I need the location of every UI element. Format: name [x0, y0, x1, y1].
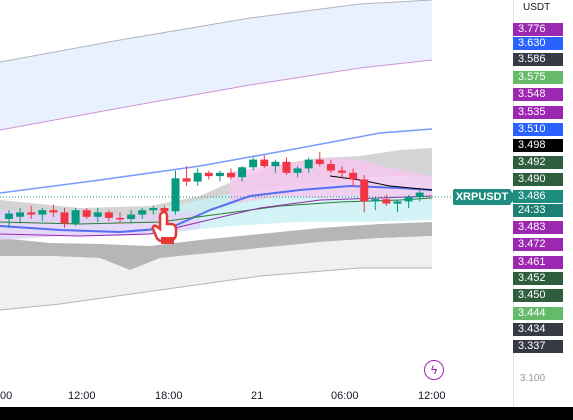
candle-body: [293, 168, 302, 173]
blue-upper-line: [0, 128, 433, 194]
candle-body: [271, 161, 280, 167]
price-tag-3-486: 3.486: [513, 190, 563, 203]
lightning-icon[interactable]: ϟ: [424, 360, 444, 380]
price-tag-3-510: 3.510: [513, 123, 563, 136]
candle-body: [238, 167, 247, 178]
price-tag-3-490: 3.490: [513, 173, 563, 186]
lower-band-light: [0, 236, 432, 310]
outer-lower-line: [0, 267, 432, 311]
candle-body: [27, 212, 36, 215]
candle-body: [16, 212, 25, 217]
candle-body: [415, 192, 424, 197]
candle-body: [193, 172, 202, 182]
candle-body: [393, 201, 402, 204]
candle-body: [326, 164, 335, 171]
hand-cursor-icon: [151, 210, 178, 244]
candle-body: [38, 210, 47, 215]
price-tag-3-498: 3.498: [513, 139, 563, 152]
candle-body: [160, 208, 169, 212]
chart-canvas[interactable]: [0, 0, 513, 407]
currency-label: USDT: [523, 2, 551, 13]
bar-countdown: 24:33: [513, 204, 563, 217]
candle-body: [127, 214, 136, 219]
candle-body: [338, 170, 346, 173]
time-label-5: 12:00: [418, 390, 446, 402]
candle-body: [349, 172, 358, 180]
lavender-zone: [0, 210, 200, 240]
price-tag-3-452: 3.452: [513, 272, 563, 285]
candle-body: [260, 159, 269, 167]
time-label-2: 18:00: [155, 390, 183, 402]
candle-body: [182, 178, 191, 182]
candles-layer: [5, 151, 424, 228]
price-tag-3-776: 3.776: [513, 23, 563, 36]
purple-upper-line: [0, 59, 433, 131]
price-axis[interactable]: [513, 0, 573, 407]
chart-plot-area[interactable]: XRPUSDT 00 12:00 18:00 21 06:00 12:00 ϟ: [0, 0, 517, 407]
candle-body: [304, 159, 313, 169]
candle-body: [227, 172, 235, 178]
outer-upper-line: [0, 0, 433, 63]
candle-body: [82, 210, 91, 217]
candle-body: [371, 199, 380, 202]
price-tag-3-450: 3.450: [513, 289, 563, 302]
time-label-4: 06:00: [331, 390, 359, 402]
axis-label-faded: 3.100: [520, 373, 546, 384]
candle-body: [382, 199, 391, 204]
candle-body: [249, 159, 258, 168]
candle-body: [315, 159, 324, 164]
candle-body: [404, 197, 413, 202]
candle-body: [204, 172, 213, 177]
candle-body: [360, 179, 369, 202]
candle-body: [71, 210, 80, 224]
upper-cloud-band: [0, 0, 432, 130]
price-tag-3-535: 3.535: [513, 106, 563, 119]
candle-body: [215, 172, 224, 177]
symbol-tag: XRPUSDT: [453, 189, 517, 205]
price-tag-3-444: 3.444: [513, 307, 563, 320]
price-tag-3-472: 3.472: [513, 238, 563, 251]
ma-black-line: [329, 175, 433, 191]
time-label-0: 00: [0, 390, 13, 402]
price-tag-3-461: 3.461: [513, 256, 563, 269]
ma-blue-line: [0, 184, 433, 234]
candle-body: [93, 212, 102, 217]
candle-body: [5, 213, 13, 219]
price-tag-3-586: 3.586: [513, 53, 563, 66]
time-label-1: 12:00: [68, 390, 96, 402]
lower-band-dark: [0, 222, 432, 270]
time-label-3: 21: [251, 390, 264, 402]
bottom-edge: [0, 407, 573, 420]
candle-body: [138, 210, 147, 215]
price-tag-3-483: 3.483: [513, 221, 563, 234]
price-tag-3-575: 3.575: [513, 71, 563, 84]
candle-body: [60, 212, 69, 224]
candle-body: [282, 161, 291, 173]
candle-body: [104, 212, 113, 218]
candle-body: [49, 210, 58, 213]
price-tag-3-337: 3.337: [513, 340, 563, 353]
candle-body: [171, 178, 180, 212]
ma-purple-line: [0, 195, 433, 237]
candle-body: [149, 208, 158, 211]
price-tag-3-434: 3.434: [513, 323, 563, 336]
price-tag-3-548: 3.548: [513, 88, 563, 101]
price-tag-3-492: 3.492: [513, 156, 563, 169]
price-tag-3-630: 3.630: [513, 37, 563, 50]
candle-body: [116, 217, 124, 220]
